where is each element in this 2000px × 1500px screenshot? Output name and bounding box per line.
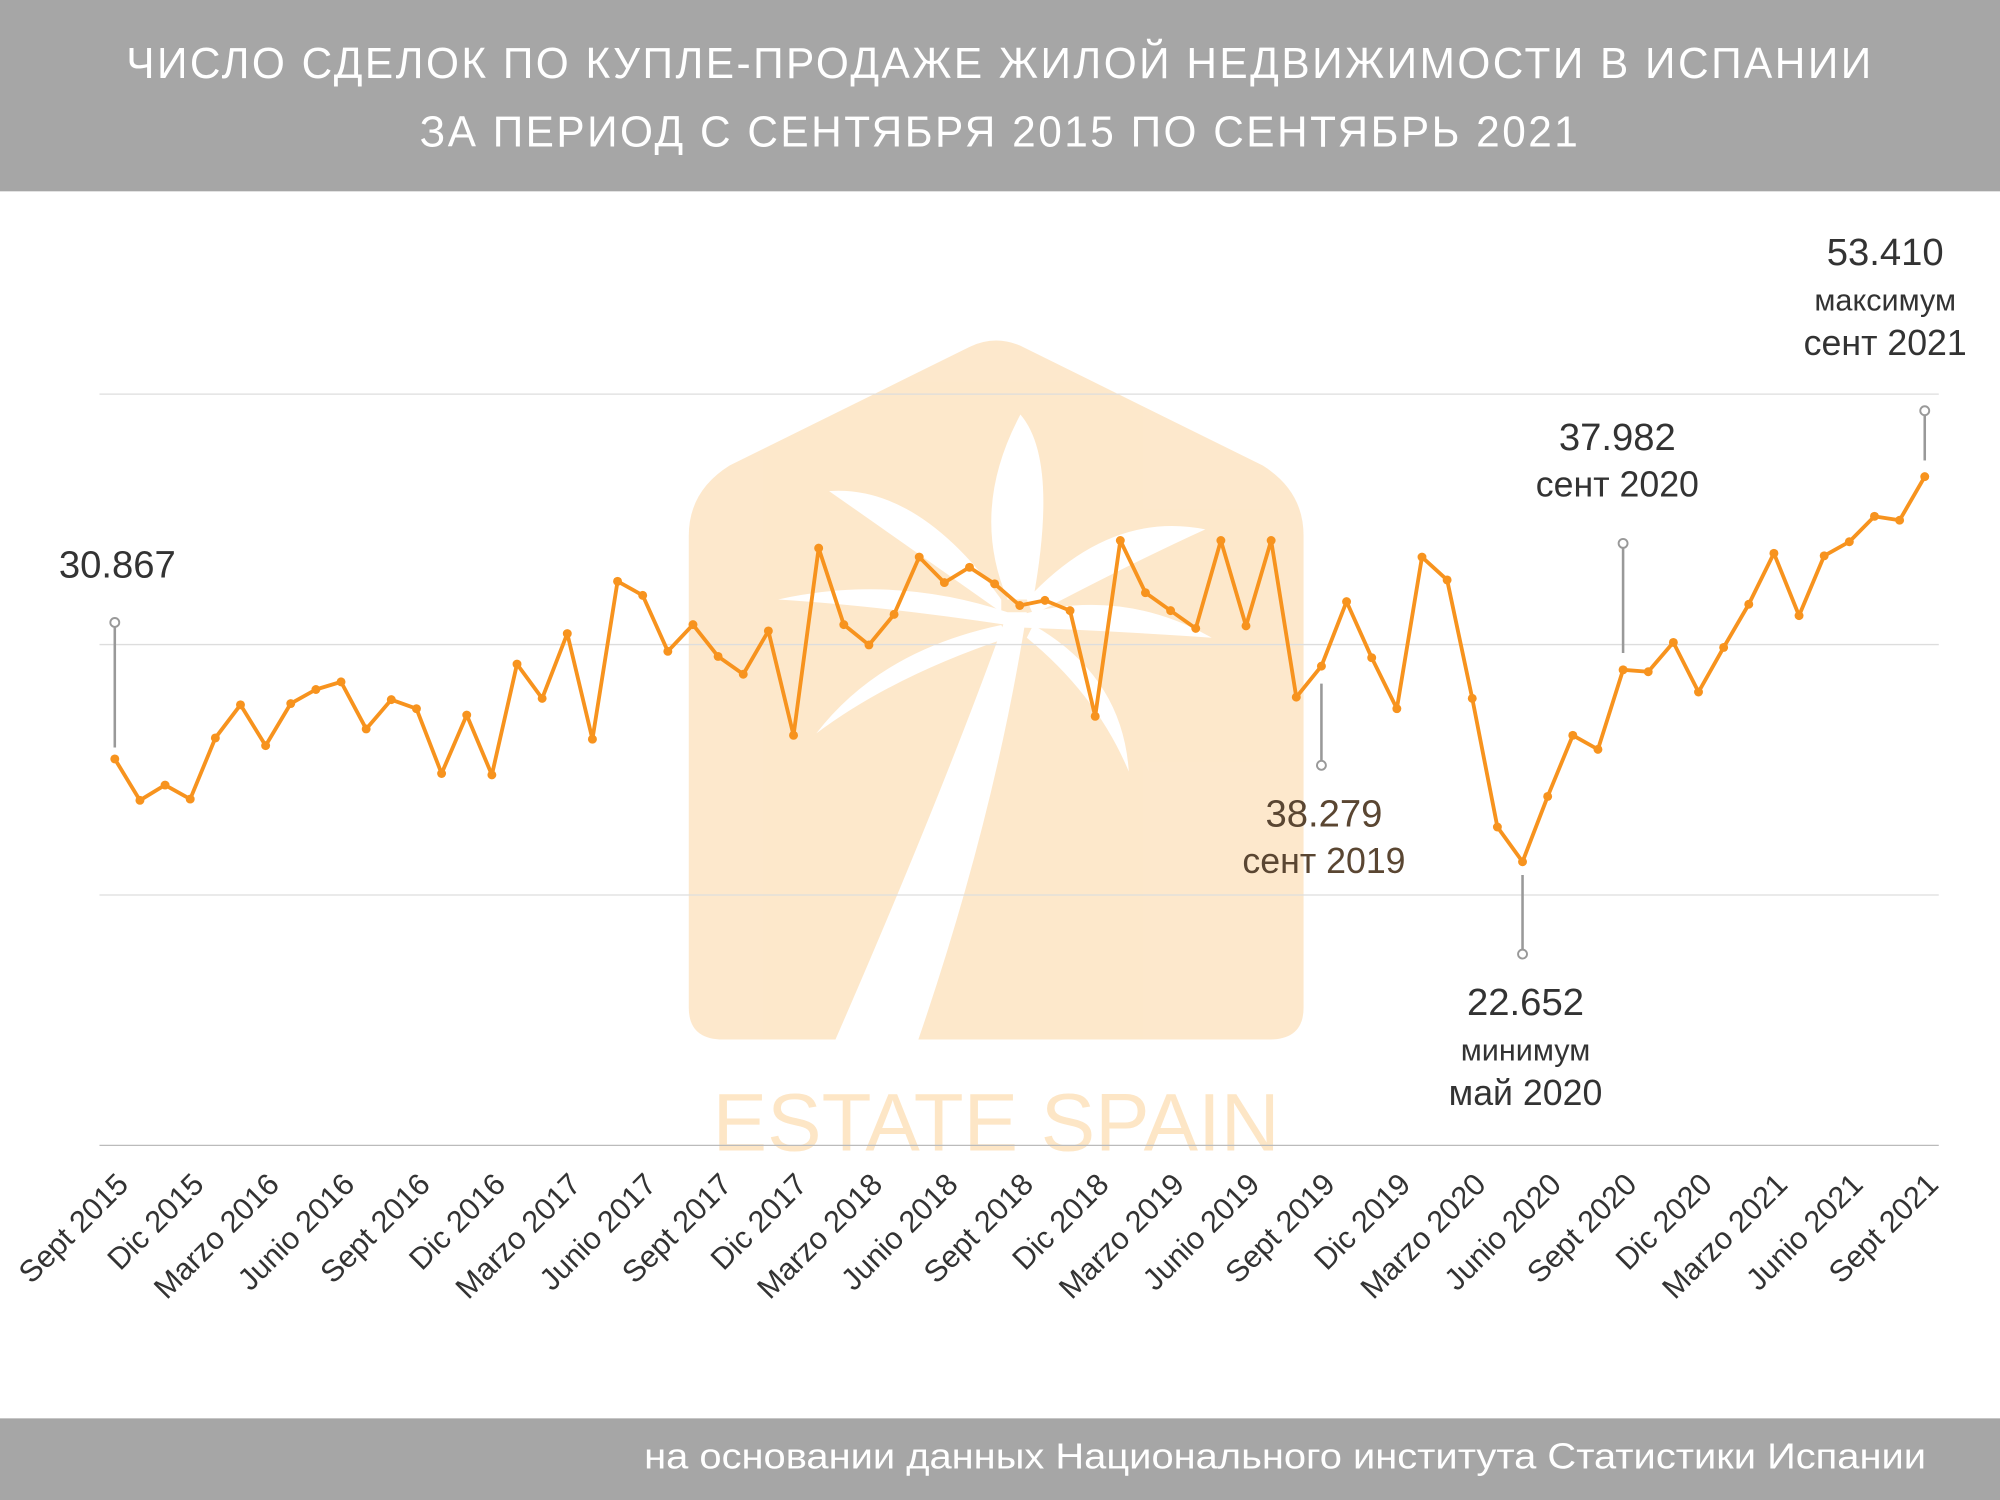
data-note: сент 2019 bbox=[1242, 841, 1405, 881]
data-point bbox=[1719, 642, 1729, 652]
data-point bbox=[839, 620, 849, 630]
data-point bbox=[1543, 791, 1553, 801]
data-point bbox=[1819, 551, 1829, 561]
watermark-logo bbox=[688, 340, 1304, 1040]
data-point bbox=[135, 795, 145, 805]
data-point bbox=[487, 770, 497, 780]
data-point bbox=[1367, 653, 1377, 663]
data-point bbox=[1090, 711, 1100, 721]
data-point bbox=[1266, 536, 1276, 545]
data-point bbox=[1920, 472, 1930, 482]
data-point bbox=[1241, 621, 1251, 631]
data-point bbox=[1442, 575, 1452, 585]
data-note: сент 2020 bbox=[1536, 465, 1699, 505]
data-point bbox=[1417, 552, 1427, 562]
data-point bbox=[1895, 515, 1905, 525]
data-point bbox=[1668, 637, 1678, 647]
data-point bbox=[814, 543, 824, 553]
data-point bbox=[1015, 601, 1025, 610]
annotation-dot bbox=[1316, 759, 1327, 771]
data-note: минимум bbox=[1461, 1033, 1591, 1067]
chart-title: ЗА ПЕРИОД С СЕНТЯБРЯ 2015 ПО СЕНТЯБРЬ 20… bbox=[420, 109, 1581, 157]
data-point bbox=[1794, 611, 1804, 621]
data-point bbox=[210, 733, 220, 743]
data-point bbox=[864, 640, 874, 650]
data-point bbox=[562, 629, 572, 639]
data-point bbox=[763, 626, 773, 636]
data-point bbox=[1844, 537, 1854, 547]
data-point bbox=[613, 576, 623, 586]
data-point bbox=[713, 651, 723, 661]
data-point bbox=[1618, 665, 1628, 675]
data-point bbox=[1643, 667, 1653, 677]
data-point bbox=[939, 578, 949, 588]
data-point bbox=[1291, 692, 1301, 702]
data-point bbox=[185, 794, 195, 804]
data-point bbox=[1467, 693, 1477, 703]
data-point bbox=[311, 685, 321, 694]
data-point bbox=[1492, 822, 1502, 832]
data-point bbox=[1870, 511, 1879, 521]
data-point bbox=[1040, 595, 1050, 605]
watermark-text: ESTATE SPAIN bbox=[713, 1077, 1280, 1168]
data-label: 53.410 bbox=[1827, 231, 1944, 274]
data-note: сент 2021 bbox=[1804, 323, 1967, 363]
data-point bbox=[1166, 606, 1176, 616]
data-point bbox=[261, 741, 271, 751]
data-point bbox=[1392, 704, 1402, 714]
data-point bbox=[437, 769, 447, 778]
data-point bbox=[638, 590, 648, 600]
data-point bbox=[789, 730, 798, 740]
data-point bbox=[914, 552, 924, 562]
data-point bbox=[411, 704, 421, 714]
data-label: 38.279 bbox=[1265, 792, 1382, 835]
annotation-dot bbox=[1919, 405, 1931, 417]
data-point bbox=[1115, 536, 1125, 545]
data-point bbox=[663, 646, 673, 656]
data-point bbox=[236, 700, 245, 710]
data-point bbox=[1568, 730, 1578, 740]
header-bar bbox=[0, 0, 2000, 192]
data-point bbox=[1518, 857, 1527, 867]
annotation-dot bbox=[109, 617, 121, 628]
data-point bbox=[1342, 597, 1352, 607]
data-point bbox=[1593, 744, 1603, 754]
annotation-dot bbox=[1617, 537, 1629, 549]
data-point bbox=[286, 699, 296, 708]
data-point bbox=[1216, 536, 1226, 545]
data-point bbox=[889, 609, 899, 619]
data-point bbox=[587, 734, 597, 744]
data-point bbox=[1694, 687, 1703, 697]
data-label: 37.982 bbox=[1559, 416, 1676, 459]
data-note: максимум bbox=[1814, 283, 1956, 317]
data-note: май 2020 bbox=[1449, 1073, 1603, 1113]
data-point bbox=[462, 710, 472, 720]
data-point bbox=[537, 693, 547, 703]
data-point bbox=[990, 579, 1000, 589]
annotation-dot bbox=[1517, 948, 1528, 960]
data-point bbox=[1191, 623, 1201, 633]
data-label: 22.652 bbox=[1467, 981, 1584, 1024]
data-point bbox=[110, 754, 120, 764]
source-note: на основании данных Национального инстит… bbox=[644, 1437, 1926, 1477]
data-point bbox=[1744, 599, 1754, 609]
data-point bbox=[512, 659, 522, 669]
data-point bbox=[965, 562, 974, 572]
data-point bbox=[688, 620, 698, 630]
footer-bar bbox=[0, 1418, 2000, 1500]
data-point bbox=[386, 695, 396, 705]
data-point bbox=[361, 724, 371, 734]
data-point bbox=[1065, 606, 1075, 616]
data-label: 30.867 bbox=[59, 544, 176, 587]
data-point bbox=[1316, 661, 1326, 671]
data-point bbox=[1769, 548, 1779, 558]
data-point bbox=[336, 677, 346, 687]
data-point bbox=[160, 780, 170, 790]
x-tick-label: Sept 2015 bbox=[12, 1167, 135, 1290]
data-point bbox=[1140, 588, 1150, 598]
chart-title: ЧИСЛО СДЕЛОК ПО КУПЛЕ-ПРОДАЖЕ ЖИЛОЙ НЕДВ… bbox=[126, 39, 1873, 88]
data-point bbox=[738, 669, 748, 679]
